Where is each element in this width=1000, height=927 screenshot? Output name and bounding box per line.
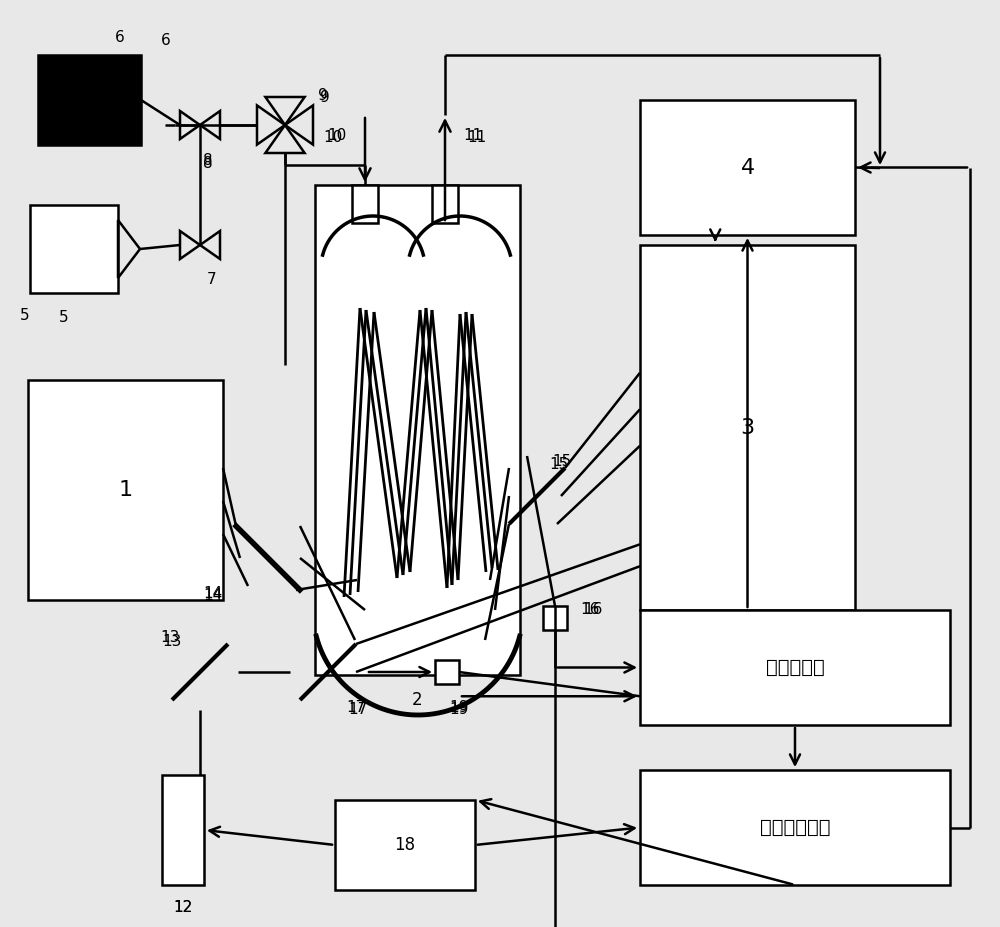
Text: 激光光谱信号: 激光光谱信号 — [760, 818, 830, 837]
Text: 3: 3 — [740, 417, 755, 438]
Text: 4: 4 — [740, 158, 755, 177]
Bar — [352, 185, 378, 223]
Text: 8: 8 — [203, 153, 213, 168]
Text: 19: 19 — [449, 703, 469, 717]
Text: 16: 16 — [580, 603, 600, 617]
Text: 7: 7 — [207, 273, 217, 287]
Bar — [432, 185, 458, 223]
Bar — [640, 100, 855, 235]
Bar — [38, 55, 141, 145]
Text: 9: 9 — [318, 87, 328, 103]
Text: 8: 8 — [203, 156, 213, 171]
Text: 6: 6 — [161, 32, 171, 47]
Text: 12: 12 — [173, 899, 193, 915]
Bar — [315, 185, 520, 675]
Text: 15: 15 — [552, 453, 572, 468]
Text: 16: 16 — [583, 603, 603, 617]
Text: 18: 18 — [394, 836, 416, 854]
Bar — [640, 770, 950, 885]
Text: 9: 9 — [320, 90, 330, 105]
Text: 6: 6 — [115, 30, 124, 44]
Text: 5: 5 — [20, 308, 30, 323]
Bar — [28, 380, 223, 600]
Text: 12: 12 — [173, 899, 193, 915]
Text: 17: 17 — [346, 700, 366, 715]
Bar — [640, 610, 950, 725]
Text: 19: 19 — [449, 700, 469, 715]
Text: 1: 1 — [118, 480, 133, 500]
Text: 11: 11 — [463, 128, 482, 143]
Bar — [435, 660, 459, 684]
Text: 15: 15 — [549, 456, 569, 472]
Text: 14: 14 — [203, 586, 223, 601]
Bar — [543, 606, 567, 630]
Text: 5: 5 — [59, 311, 69, 325]
Text: 11: 11 — [467, 130, 486, 145]
Text: 10: 10 — [324, 130, 343, 145]
Bar — [30, 205, 118, 293]
Text: 10: 10 — [328, 128, 347, 143]
Text: 激光吸收率: 激光吸收率 — [766, 658, 824, 677]
Bar — [335, 800, 475, 890]
Text: 13: 13 — [160, 629, 180, 644]
Text: 14: 14 — [203, 589, 223, 603]
Text: 13: 13 — [162, 634, 182, 650]
Bar — [640, 245, 855, 610]
Bar — [162, 775, 204, 885]
Text: 17: 17 — [348, 703, 368, 717]
Text: 2: 2 — [412, 691, 423, 709]
